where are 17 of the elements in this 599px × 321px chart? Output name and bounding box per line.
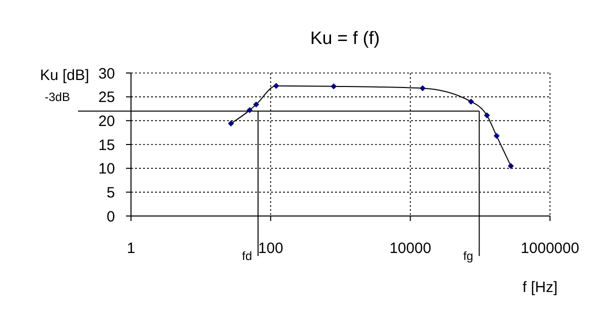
y-tick-label: 30 [98,65,115,82]
ref-line-label: fg [463,249,474,263]
y-tick-label: 25 [98,89,115,106]
y-tick-label: 15 [98,136,115,154]
y-tick-label: 5 [106,184,115,202]
x-tick-label: 100 [258,240,284,257]
x-tick-label: 1000000 [520,240,580,257]
x-tick-label: 1 [126,240,136,257]
y-tick-label: 20 [98,112,115,130]
ref-line-label: -3dB [44,90,70,104]
y-tick-label: 0 [106,208,115,226]
y-axis-title: Ku [dB] [40,67,90,84]
x-tick-label: 10000 [389,240,432,257]
chart-title: Ku = f (f) [310,28,380,48]
y-tick-label: 10 [98,160,115,178]
ref-line-label: fd [242,249,252,263]
x-axis-title: f [Hz] [522,279,558,296]
